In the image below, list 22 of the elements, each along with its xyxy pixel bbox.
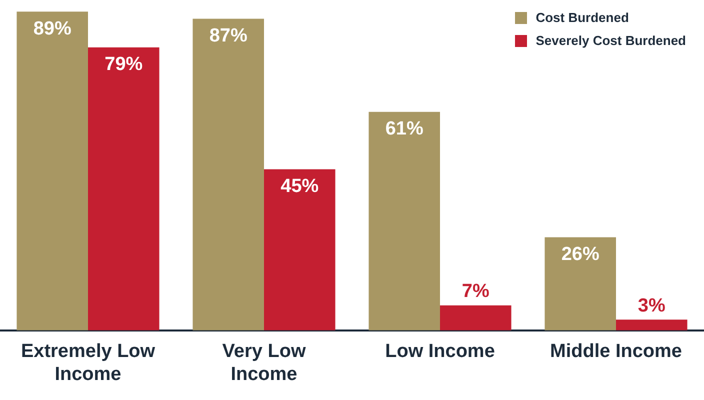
data-label: 87% (209, 25, 248, 46)
x-tick-label: Low Income (385, 341, 495, 362)
data-label: 7% (462, 281, 490, 302)
x-tick-label: Extremely Low Income (20, 341, 156, 385)
data-label: 26% (561, 244, 600, 265)
bar (616, 320, 688, 330)
bar (88, 47, 160, 330)
legend-label: Severely Cost Burdened (536, 33, 686, 48)
data-label: 45% (280, 176, 319, 197)
data-label: 89% (33, 18, 72, 40)
bar (440, 305, 512, 330)
bar (16, 12, 88, 330)
bar (192, 18, 264, 330)
data-label: 61% (385, 118, 424, 140)
data-label: 3% (638, 295, 666, 316)
x-tick-label: Middle Income (550, 341, 682, 362)
legend-label: Cost Burdened (536, 10, 629, 25)
bar (368, 112, 440, 330)
bar (264, 169, 336, 330)
bar (544, 237, 616, 330)
x-tick-label: Very Low Income (222, 341, 306, 385)
data-label: 79% (104, 54, 143, 76)
